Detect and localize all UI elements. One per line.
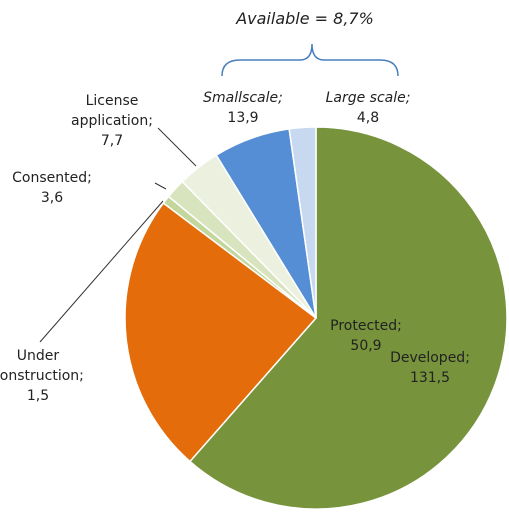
- category-label: Under construction;: [0, 348, 84, 384]
- value-label: 50,9: [350, 338, 381, 354]
- value-label: 3,6: [41, 190, 63, 206]
- value-label: 7,7: [101, 133, 123, 149]
- slices: [124, 126, 508, 510]
- leader-line: [39, 200, 164, 343]
- leader-line: [154, 182, 167, 190]
- value-label: 4,8: [357, 110, 379, 126]
- category-label: Large scale;: [326, 90, 411, 106]
- annotation: Available = 8,7%: [235, 9, 374, 28]
- value-label: 131,5: [410, 370, 450, 386]
- slice: [188, 126, 508, 510]
- category-label: Developed;: [390, 350, 470, 366]
- category-label: Protected;: [330, 318, 402, 334]
- brace: [221, 43, 399, 77]
- category-label: License application;: [71, 93, 153, 129]
- category-label: Consented;: [12, 170, 92, 186]
- leader-line: [157, 127, 197, 167]
- value-label: 1,5: [27, 388, 49, 404]
- value-label: 13,9: [227, 110, 258, 126]
- slice: [288, 126, 317, 319]
- category-label: Smallscale;: [203, 90, 283, 106]
- slice: [124, 202, 318, 463]
